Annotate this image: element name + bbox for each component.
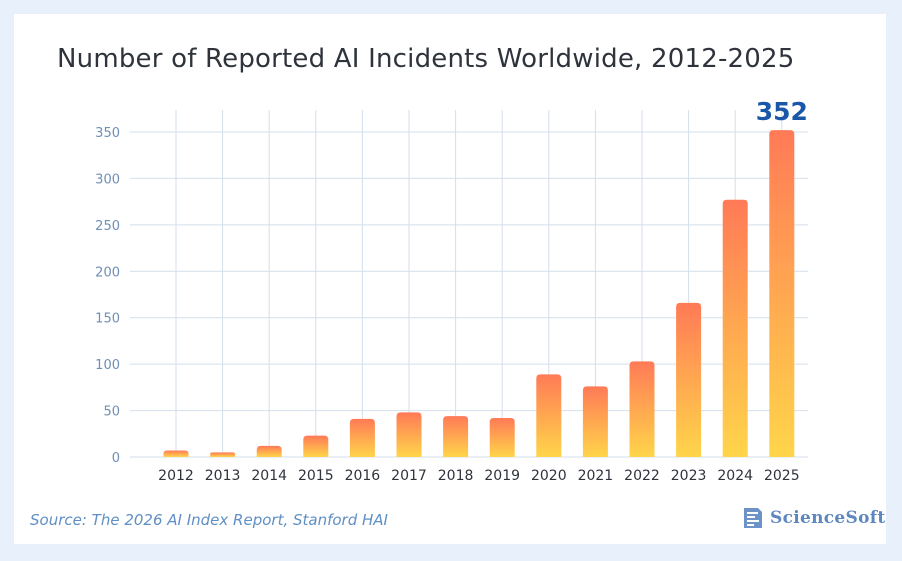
x-tick-label: 2024 xyxy=(717,468,753,484)
bar-chart: 0 50 100 150 200 250 300 350 2012 2013 2014 2015 201… xyxy=(95,97,808,484)
y-tick-label: 0 xyxy=(112,451,120,466)
y-tick-label: 50 xyxy=(103,405,120,420)
bar-2018 xyxy=(443,416,469,457)
x-tick-label: 2014 xyxy=(251,468,287,484)
x-tick-label: 2013 xyxy=(205,468,241,484)
chart-card: Number of Reported AI Incidents Worldwid… xyxy=(14,14,886,544)
logo-icon xyxy=(744,508,762,528)
bar-2014 xyxy=(256,445,282,457)
bar-2015 xyxy=(303,435,329,457)
y-tick-label: 150 xyxy=(95,312,120,327)
bar-2019 xyxy=(489,418,515,457)
x-tick-label: 2017 xyxy=(391,468,427,484)
bar-2017 xyxy=(396,412,422,457)
logo-text: ScienceSoft xyxy=(770,508,886,528)
chart-title: Number of Reported AI Incidents Worldwid… xyxy=(57,44,795,74)
source-note: Source: The 2026 AI Index Report, Stanfo… xyxy=(30,511,388,529)
y-tick-label: 300 xyxy=(95,172,120,187)
y-tick-label: 250 xyxy=(95,219,120,234)
x-tick-label: 2016 xyxy=(345,468,381,484)
x-tick-label: 2023 xyxy=(671,468,707,484)
bar-2016 xyxy=(349,418,375,457)
bar-2012 xyxy=(163,450,189,457)
x-tick-label: 2020 xyxy=(531,468,567,484)
axis-labels: 0 50 100 150 200 250 300 350 2012 2013 2014 2015 201… xyxy=(95,97,808,484)
x-tick-label: 2012 xyxy=(158,468,194,484)
x-tick-label: 2021 xyxy=(578,468,614,484)
x-tick-label: 2025 xyxy=(764,468,800,484)
bar-2022 xyxy=(629,361,655,457)
y-tick-label: 200 xyxy=(95,265,120,280)
x-tick-label: 2018 xyxy=(438,468,474,484)
bar-2021 xyxy=(582,386,608,457)
y-tick-label: 100 xyxy=(95,358,120,373)
bars xyxy=(163,130,795,458)
bar-2013 xyxy=(210,452,236,457)
x-tick-label: 2015 xyxy=(298,468,334,484)
x-tick-label: 2019 xyxy=(484,468,520,484)
grid xyxy=(130,110,808,458)
data-label-2025: 352 xyxy=(756,97,808,126)
x-tick-label: 2022 xyxy=(624,468,660,484)
sciencesoft-logo: ScienceSoft xyxy=(742,506,886,530)
bar-2024 xyxy=(722,199,748,458)
y-tick-label: 350 xyxy=(95,126,120,141)
bar-2023 xyxy=(676,302,702,457)
bar-2020 xyxy=(536,374,562,457)
bar-2025 xyxy=(769,130,795,457)
